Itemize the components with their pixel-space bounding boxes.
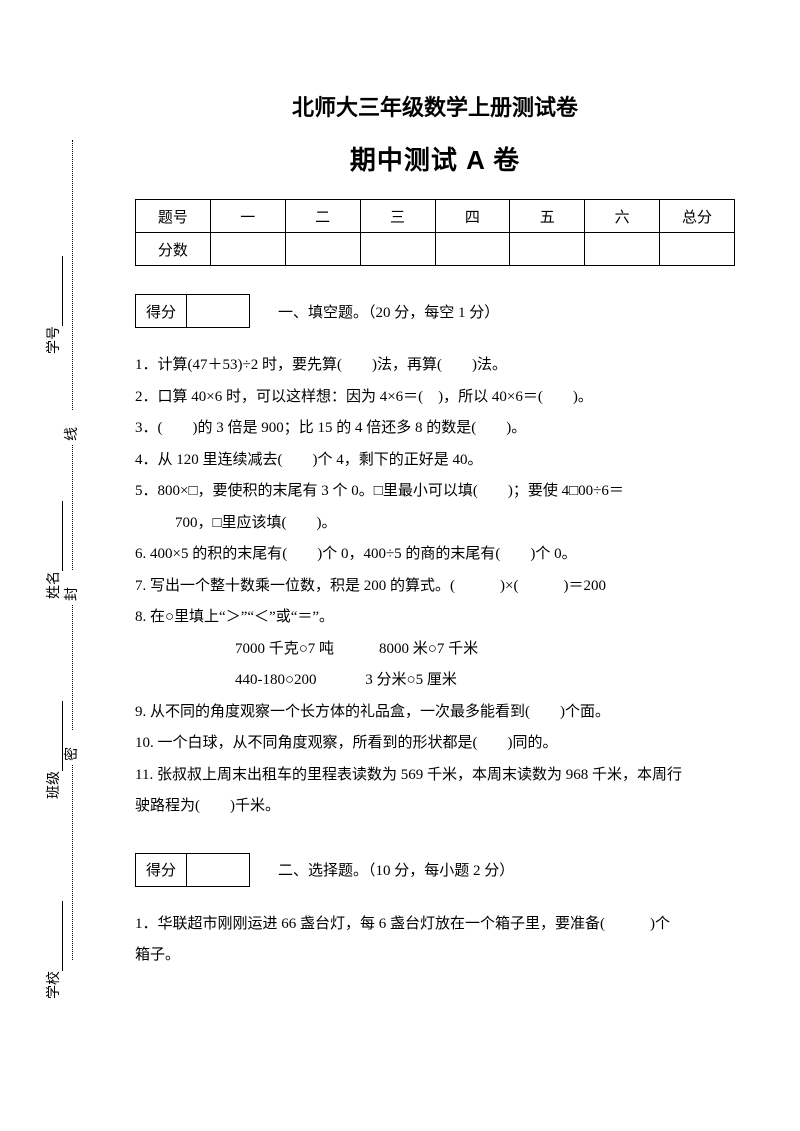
score-th-4: 四 [435,200,510,233]
score-cell-7 [660,233,735,266]
s1-q5b: 700，□里应该填( )。 [135,508,735,540]
s2-q1a: 1．华联超市刚刚运进 66 盏台灯，每 6 盏台灯放在一个箱子里，要准备( )个 [135,909,735,941]
score-row-label: 分数 [136,233,211,266]
s1-q6: 6. 400×5 的积的末尾有( )个 0，400÷5 的商的末尾有( )个 0… [135,539,735,571]
gutter-xian: 线 [61,423,81,445]
s1-q10: 10. 一个白球，从不同角度观察，所看到的形状都是( )同的。 [135,728,735,760]
s1-q2: 2．口算 40×6 时，可以这样想：因为 4×6＝( )，所以 40×6＝( )… [135,382,735,414]
section2-title: 二、选择题。（10 分，每小题 2 分） [278,859,514,880]
section1-scorebox: 得分 [135,294,250,328]
gutter-name-label: 姓名 [47,571,62,599]
score-cell-3 [360,233,435,266]
score-th-3: 三 [360,200,435,233]
s1-q11b: 驶路程为( )千米。 [135,791,735,823]
section2-scorebox-value [187,853,250,886]
score-th-6: 六 [585,200,660,233]
gutter-school-label: 学校 [47,971,62,999]
s1-q8b: 440-180○200 3 分米○5 厘米 [135,665,735,697]
s1-q5a: 5．800×□，要使积的末尾有 3 个 0。□里最小可以填( )；要使 4□00… [135,476,735,508]
section2-header: 得分 二、选择题。（10 分，每小题 2 分） [135,853,735,887]
gutter-dash-3 [72,600,73,730]
score-th-5: 五 [510,200,585,233]
s1-q8: 8. 在○里填上“＞”“＜”或“＝”。 [135,602,735,634]
score-table-score-row: 分数 [136,233,735,266]
page: 密 封 线 学校 班级 姓名 学号 北师大三年级数学上册测试卷 期中测试 A 卷… [0,0,800,1131]
gutter-class-line [62,701,63,771]
s1-q4: 4．从 120 里连续减去( )个 4，剩下的正好是 40。 [135,445,735,477]
gutter-class: 班级 [43,701,63,799]
gutter-number-label: 学号 [47,326,62,354]
score-th-2: 二 [285,200,360,233]
score-table: 题号 一 二 三 四 五 六 总分 分数 [135,199,735,266]
section1-header: 得分 一、填空题。（20 分，每空 1 分） [135,294,735,328]
section1-scorebox-value [187,295,250,328]
score-table-header-row: 题号 一 二 三 四 五 六 总分 [136,200,735,233]
gutter-school: 学校 [43,901,63,999]
section1-title: 一、填空题。（20 分，每空 1 分） [278,301,499,322]
gutter-dash-2 [72,440,73,570]
score-cell-1 [210,233,285,266]
score-cell-5 [510,233,585,266]
title-main: 北师大三年级数学上册测试卷 [135,90,735,122]
s1-q3: 3．( )的 3 倍是 900；比 15 的 4 倍还多 8 的数是( )。 [135,413,735,445]
s1-q9: 9. 从不同的角度观察一个长方体的礼品盒，一次最多能看到( )个面。 [135,697,735,729]
title-sub: 期中测试 A 卷 [135,140,735,177]
s1-q7: 7. 写出一个整十数乘一位数，积是 200 的算式。( )×( )＝200 [135,571,735,603]
score-cell-6 [585,233,660,266]
s1-q8a: 7000 千克○7 吨 8000 米○7 千米 [135,634,735,666]
gutter-dash-4 [72,760,73,960]
section2-scorebox-label: 得分 [136,853,187,886]
score-th-7: 总分 [660,200,735,233]
section1-questions: 1．计算(47＋53)÷2 时，要先算( )法，再算( )法。 2．口算 40×… [135,350,735,823]
gutter-class-label: 班级 [47,771,62,799]
section1-scorebox-label: 得分 [136,295,187,328]
score-cell-2 [285,233,360,266]
s2-q1b: 箱子。 [135,940,735,972]
s1-q1: 1．计算(47＋53)÷2 时，要先算( )法，再算( )法。 [135,350,735,382]
score-th-1: 一 [210,200,285,233]
section2-scorebox: 得分 [135,853,250,887]
section2-questions: 1．华联超市刚刚运进 66 盏台灯，每 6 盏台灯放在一个箱子里，要准备( )个… [135,909,735,972]
gutter-name-line [62,501,63,571]
gutter-name: 姓名 [43,501,63,599]
content-column: 北师大三年级数学上册测试卷 期中测试 A 卷 题号 一 二 三 四 五 六 总分… [135,90,735,972]
gutter-number: 学号 [43,256,63,354]
gutter-feng: 封 [61,583,81,605]
binding-gutter: 密 封 线 学校 班级 姓名 学号 [40,0,110,1131]
gutter-mi: 密 [61,743,81,765]
s1-q11a: 11. 张叔叔上周末出租车的里程表读数为 569 千米，本周末读数为 968 千… [135,760,735,792]
gutter-dash-1 [72,140,73,410]
gutter-school-line [62,901,63,971]
score-th-0: 题号 [136,200,211,233]
gutter-number-line [62,256,63,326]
score-cell-4 [435,233,510,266]
